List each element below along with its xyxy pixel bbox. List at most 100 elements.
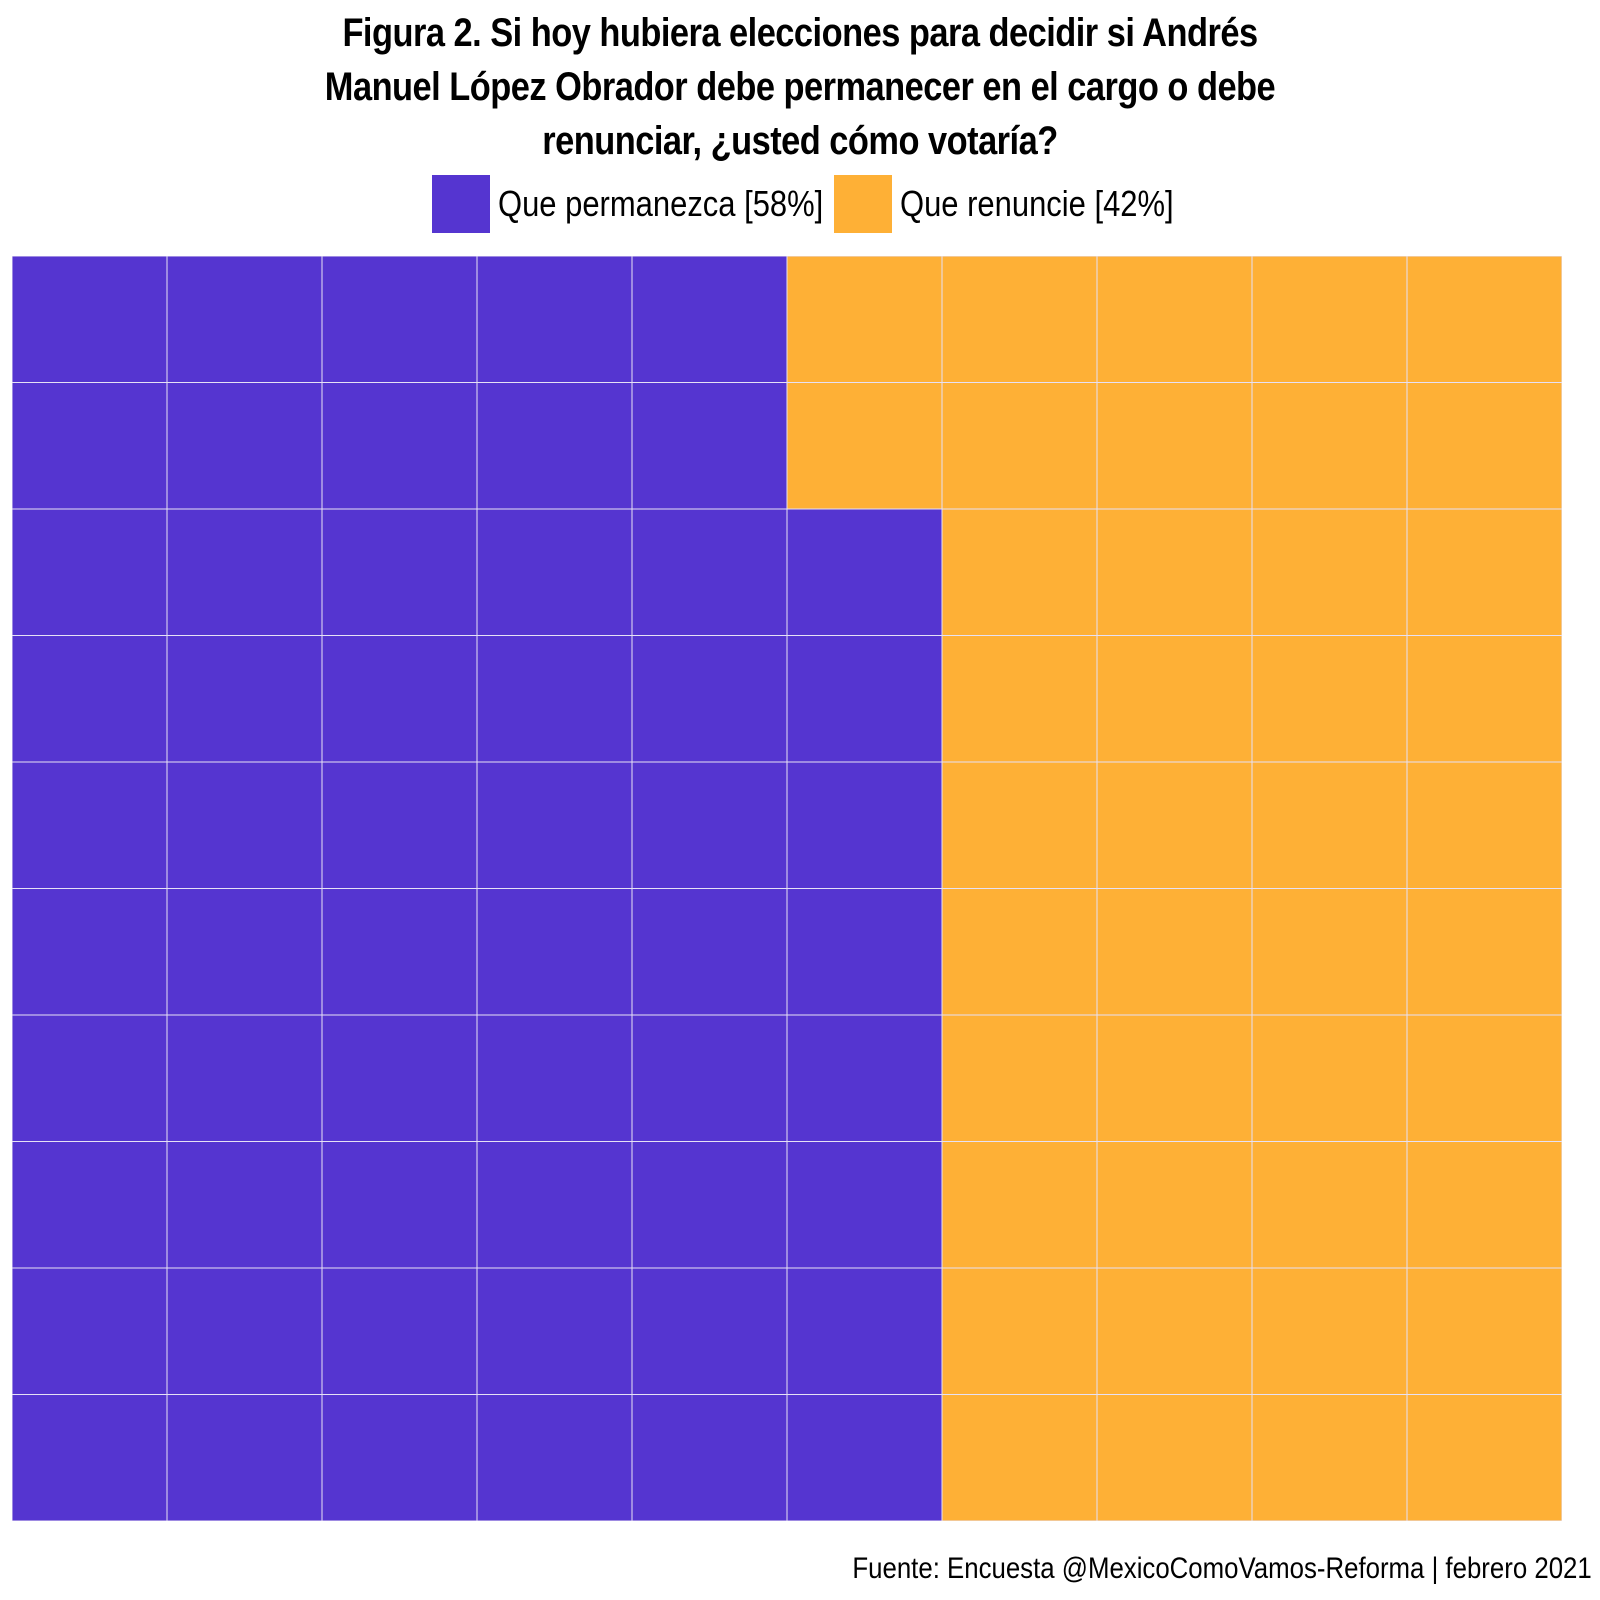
waffle-cell-renuncie: [941, 1394, 1098, 1521]
waffle-cell-permanezca: [166, 382, 323, 510]
waffle-cell-permanezca: [631, 761, 788, 889]
waffle-cell-permanezca: [166, 1394, 323, 1521]
waffle-cell-permanezca: [166, 635, 323, 763]
waffle-cell-renuncie: [1096, 1394, 1253, 1521]
waffle-cell-permanezca: [12, 1014, 168, 1142]
waffle-cell-permanezca: [786, 761, 943, 889]
waffle-cell-renuncie: [941, 382, 1098, 510]
waffle-cell-renuncie: [1406, 888, 1562, 1016]
waffle-cell-permanezca: [166, 888, 323, 1016]
waffle-cell-renuncie: [1251, 635, 1408, 763]
waffle-cell-permanezca: [166, 761, 323, 889]
waffle-cell-permanezca: [321, 1267, 478, 1395]
waffle-cell-renuncie: [1406, 256, 1562, 383]
waffle-cell-permanezca: [12, 382, 168, 510]
waffle-cell-renuncie: [786, 256, 943, 383]
waffle-cell-permanezca: [786, 888, 943, 1016]
waffle-cell-renuncie: [1251, 256, 1408, 383]
chart-legend: Que permanezca [58%] Que renuncie [42%]: [0, 174, 1600, 234]
waffle-cell-permanezca: [631, 382, 788, 510]
waffle-cell-permanezca: [476, 888, 633, 1016]
waffle-cell-permanezca: [786, 508, 943, 636]
waffle-cell-permanezca: [786, 1014, 943, 1142]
waffle-cell-renuncie: [1096, 761, 1253, 889]
waffle-cell-renuncie: [1406, 1014, 1562, 1142]
waffle-cell-renuncie: [1096, 508, 1253, 636]
waffle-cell-permanezca: [631, 1014, 788, 1142]
waffle-cell-permanezca: [12, 761, 168, 889]
waffle-cell-permanezca: [166, 1267, 323, 1395]
waffle-cell-renuncie: [1251, 1394, 1408, 1521]
waffle-cell-renuncie: [941, 508, 1098, 636]
waffle-cell-permanezca: [631, 1267, 788, 1395]
waffle-cell-permanezca: [12, 508, 168, 636]
waffle-cell-permanezca: [321, 508, 478, 636]
chart-title-line-3: renunciar, ¿usted cómo votaría?: [542, 119, 1058, 163]
waffle-cell-renuncie: [1406, 1141, 1562, 1269]
waffle-cell-permanezca: [321, 256, 478, 383]
waffle-cell-permanezca: [786, 1141, 943, 1269]
legend-label-renuncie: Que renuncie [42%]: [900, 183, 1174, 224]
waffle-cell-permanezca: [786, 635, 943, 763]
waffle-cell-renuncie: [941, 1267, 1098, 1395]
waffle-cell-renuncie: [1406, 508, 1562, 636]
waffle-cell-renuncie: [1406, 1267, 1562, 1395]
waffle-cell-renuncie: [1251, 888, 1408, 1016]
waffle-cell-permanezca: [166, 508, 323, 636]
waffle-cell-permanezca: [321, 888, 478, 1016]
legend-item-permanezca: Que permanezca [58%]: [431, 175, 826, 233]
waffle-cell-renuncie: [941, 761, 1098, 889]
waffle-cell-renuncie: [1406, 761, 1562, 889]
waffle-cell-permanezca: [321, 382, 478, 510]
waffle-cell-renuncie: [1096, 1267, 1253, 1395]
waffle-cell-permanezca: [321, 1394, 478, 1521]
waffle-cell-renuncie: [941, 635, 1098, 763]
waffle-cell-renuncie: [1406, 382, 1562, 510]
waffle-cell-renuncie: [1251, 1141, 1408, 1269]
waffle-cell-permanezca: [12, 1394, 168, 1521]
waffle-cell-permanezca: [476, 761, 633, 889]
waffle-cell-renuncie: [1406, 1394, 1562, 1521]
legend-swatch-permanezca: [431, 175, 490, 233]
waffle-cell-permanezca: [476, 1394, 633, 1521]
waffle-cell-renuncie: [1251, 1267, 1408, 1395]
waffle-chart: [12, 256, 1562, 1521]
waffle-cell-renuncie: [941, 888, 1098, 1016]
waffle-cell-permanezca: [166, 1014, 323, 1142]
waffle-cell-renuncie: [1096, 256, 1253, 383]
waffle-cell-permanezca: [12, 1267, 168, 1395]
waffle-cell-renuncie: [1096, 635, 1253, 763]
waffle-cell-renuncie: [1251, 761, 1408, 889]
waffle-cell-permanezca: [12, 1141, 168, 1269]
waffle-cell-permanezca: [631, 256, 788, 383]
waffle-cell-renuncie: [1251, 382, 1408, 510]
waffle-cell-renuncie: [1251, 508, 1408, 636]
waffle-cell-permanezca: [476, 256, 633, 383]
legend-item-renuncie: Que renuncie [42%]: [834, 175, 1174, 233]
waffle-cell-permanezca: [476, 508, 633, 636]
waffle-cell-permanezca: [631, 1141, 788, 1269]
waffle-cell-renuncie: [1251, 1014, 1408, 1142]
waffle-cell-renuncie: [941, 1014, 1098, 1142]
chart-title: Figura 2. Si hoy hubiera elecciones para…: [112, 6, 1488, 168]
waffle-cell-renuncie: [1096, 382, 1253, 510]
waffle-cell-renuncie: [941, 256, 1098, 383]
waffle-cell-permanezca: [12, 256, 168, 383]
waffle-cell-permanezca: [631, 888, 788, 1016]
chart-title-line-1: Figura 2. Si hoy hubiera elecciones para…: [342, 11, 1258, 55]
waffle-cell-renuncie: [941, 1141, 1098, 1269]
waffle-cell-renuncie: [1096, 888, 1253, 1016]
waffle-cell-permanezca: [12, 635, 168, 763]
waffle-cell-permanezca: [631, 508, 788, 636]
waffle-cell-permanezca: [476, 382, 633, 510]
waffle-cell-permanezca: [786, 1267, 943, 1395]
waffle-cell-permanezca: [321, 1014, 478, 1142]
chart-source-caption: Fuente: Encuesta @MexicoComoVamos-Reform…: [852, 1552, 1592, 1585]
waffle-cell-permanezca: [12, 888, 168, 1016]
legend-swatch-renuncie: [834, 175, 892, 233]
waffle-cell-renuncie: [1096, 1141, 1253, 1269]
waffle-cell-permanezca: [786, 1394, 943, 1521]
waffle-cell-permanezca: [476, 1141, 633, 1269]
waffle-cell-permanezca: [631, 635, 788, 763]
legend-label-permanezca: Que permanezca [58%]: [497, 183, 824, 224]
